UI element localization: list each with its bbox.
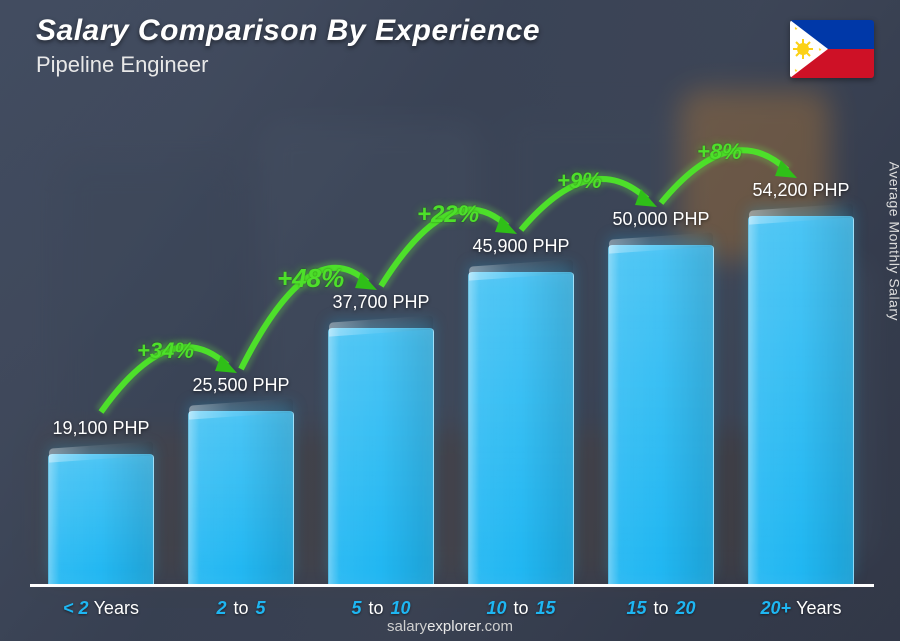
footer-domain: explorer xyxy=(427,618,480,635)
increase-arc xyxy=(0,107,900,587)
chart-title: Salary Comparison By Experience xyxy=(36,14,540,48)
bar-label: < 2 Years xyxy=(40,598,162,619)
increase-label: +8% xyxy=(697,139,742,165)
bar-label: 2 to 5 xyxy=(180,598,302,619)
infographic-canvas: Salary Comparison By Experience Pipeline… xyxy=(0,0,900,641)
bar-label: 15 to 20 xyxy=(600,598,722,619)
bar-label: 20+ Years xyxy=(740,598,862,619)
chart-subtitle: Pipeline Engineer xyxy=(36,52,540,78)
country-flag-philippines xyxy=(790,20,874,78)
header: Salary Comparison By Experience Pipeline… xyxy=(36,14,540,78)
bar-label: 5 to 10 xyxy=(320,598,442,619)
footer-brand: salary xyxy=(387,618,427,635)
footer-attribution: salaryexplorer.com xyxy=(0,618,900,635)
bar-label: 10 to 15 xyxy=(460,598,582,619)
footer-tld: .com xyxy=(480,618,513,635)
bar-chart: 19,100 PHP< 2 Years25,500 PHP2 to 537,70… xyxy=(0,107,900,587)
